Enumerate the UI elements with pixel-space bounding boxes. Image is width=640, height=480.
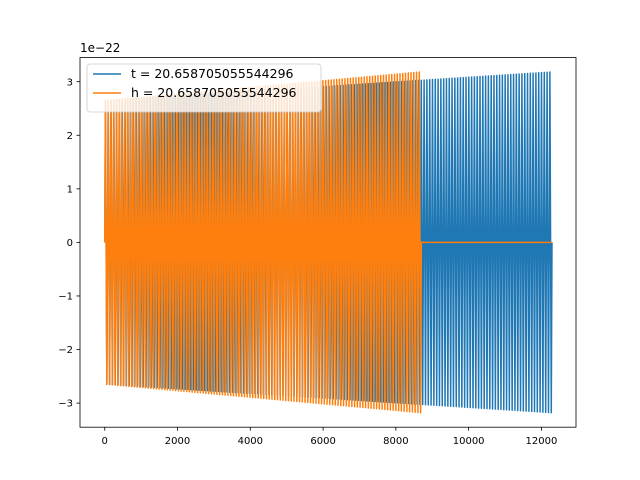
legend-label: h = 20.658705055544296 — [131, 85, 297, 100]
y-axis: −3 −2 −1 0 1 2 3 — [58, 77, 80, 410]
y-tick-label: −1 — [58, 292, 73, 303]
x-tick-label: 0 — [102, 436, 108, 447]
legend-label: t = 20.658705055544296 — [131, 66, 294, 81]
x-tick-label: 12000 — [526, 436, 558, 447]
y-tick-label: 3 — [67, 77, 73, 88]
x-tick-label: 2000 — [165, 436, 190, 447]
plot-area — [79, 57, 577, 428]
x-tick-label: 4000 — [238, 436, 263, 447]
x-axis: 0 2000 4000 6000 8000 10000 12000 — [102, 427, 558, 447]
legend-box — [86, 63, 322, 113]
x-tick-label: 10000 — [453, 436, 485, 447]
legend: t = 20.658705055544296 h = 20.65870505554… — [86, 63, 322, 113]
y-tick-label: 1 — [67, 184, 73, 195]
y-tick-label: −3 — [58, 399, 73, 410]
x-tick-label: 6000 — [310, 436, 335, 447]
y-offset-label: 1e−22 — [80, 41, 120, 55]
y-tick-label: −2 — [58, 345, 73, 356]
series-line-2 — [104, 71, 552, 414]
x-tick-label: 8000 — [383, 436, 408, 447]
series-layer — [104, 71, 553, 414]
y-tick-label: 2 — [67, 131, 73, 142]
y-tick-label: 0 — [67, 238, 73, 249]
